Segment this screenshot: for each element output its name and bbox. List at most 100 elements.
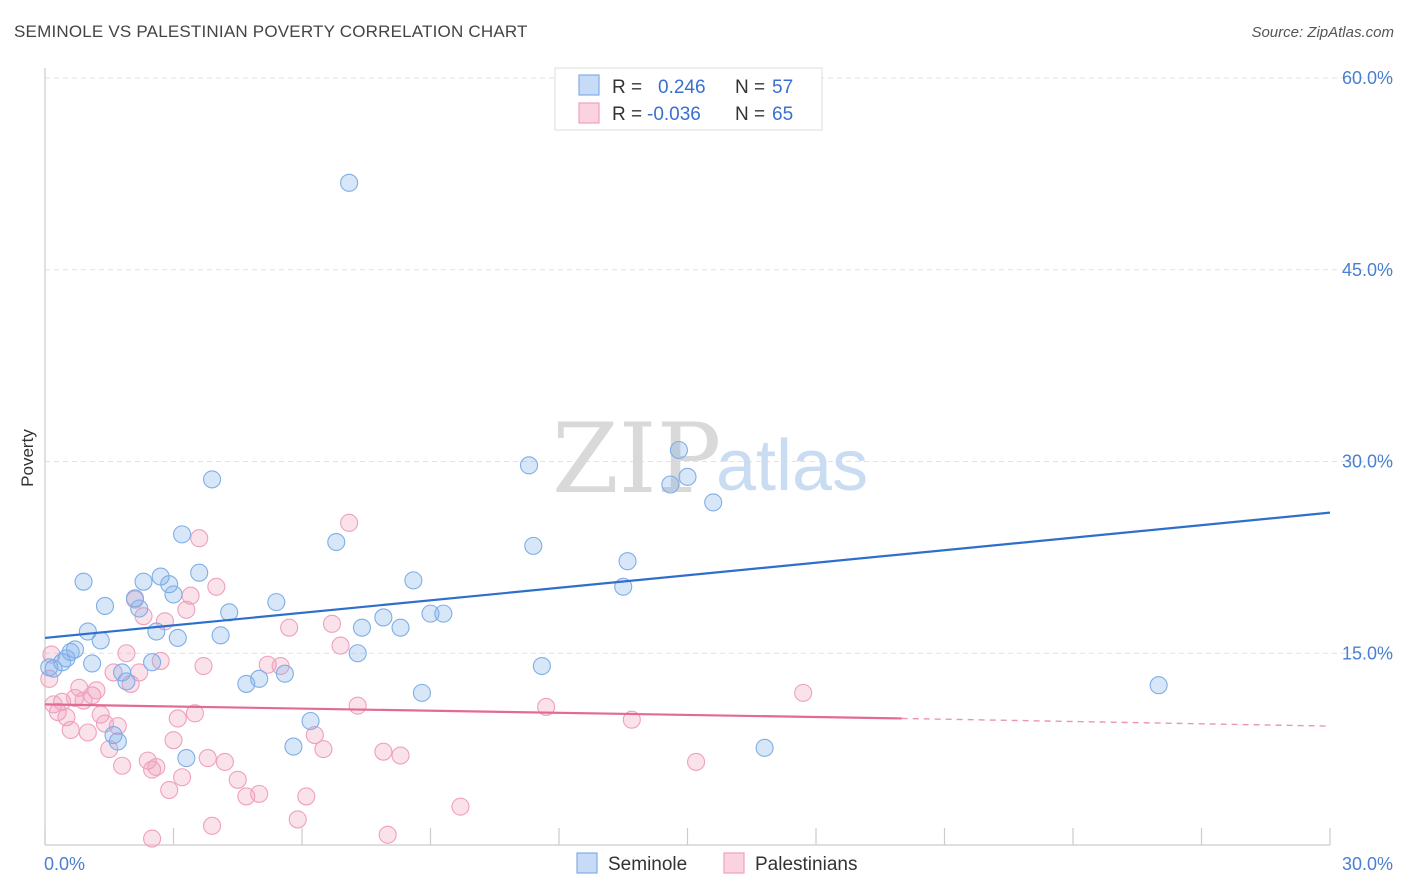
legend-n-label-2: N = xyxy=(735,104,765,125)
watermark-zip: ZIP xyxy=(552,403,721,515)
point-palestinians xyxy=(181,586,200,605)
bottom-legend-label-palestinians: Palestinians xyxy=(755,854,857,875)
point-seminole xyxy=(164,585,183,604)
point-seminole xyxy=(203,470,222,489)
legend-top: R = 0.246 N = 57 R = -0.036 N = 65 xyxy=(554,67,823,131)
watermark-atlas: atlas xyxy=(716,426,868,506)
point-seminole xyxy=(352,618,372,637)
point-seminole xyxy=(91,631,110,650)
point-palestinians xyxy=(794,683,813,702)
point-palestinians xyxy=(108,717,127,736)
point-palestinians xyxy=(374,742,393,761)
data-points xyxy=(40,173,1168,848)
point-seminole xyxy=(267,593,286,612)
x-tick-label-min: 0.0% xyxy=(44,854,85,874)
point-seminole xyxy=(190,563,209,582)
point-palestinians xyxy=(305,726,324,745)
trend-line-seminole xyxy=(44,511,1331,640)
chart-title: SEMINOLE VS PALESTINIAN POVERTY CORRELAT… xyxy=(14,22,528,41)
legend-r-label-2: R = xyxy=(612,104,642,125)
point-palestinians xyxy=(314,740,333,759)
point-seminole xyxy=(524,536,543,555)
point-palestinians xyxy=(378,825,397,844)
point-seminole xyxy=(275,664,294,683)
point-seminole xyxy=(40,658,59,677)
point-palestinians xyxy=(164,731,183,750)
point-palestinians xyxy=(687,752,706,771)
legend-swatch-seminole xyxy=(578,74,600,96)
y-tick-label: 30.0% xyxy=(1342,452,1393,472)
point-palestinians xyxy=(113,756,132,775)
point-palestinians xyxy=(147,757,166,777)
point-seminole xyxy=(374,608,393,627)
point-palestinians xyxy=(61,720,80,740)
legend-bottom: Seminole Palestinians xyxy=(576,852,857,875)
point-seminole xyxy=(74,572,93,591)
legend-n-value-2: 65 xyxy=(772,104,793,125)
point-palestinians xyxy=(203,816,222,835)
trend-line-palestinians xyxy=(44,703,902,720)
point-seminole xyxy=(391,618,410,637)
point-palestinians xyxy=(207,577,226,596)
point-palestinians xyxy=(78,723,97,742)
point-palestinians xyxy=(198,749,217,768)
point-palestinians xyxy=(173,768,192,787)
legend-n-value-1: 57 xyxy=(772,77,793,98)
legend-n-label-1: N = xyxy=(735,77,765,98)
point-palestinians xyxy=(331,636,350,655)
point-palestinians xyxy=(537,697,556,716)
point-seminole xyxy=(678,467,697,486)
point-palestinians xyxy=(258,655,277,674)
point-palestinians xyxy=(250,784,269,803)
point-seminole xyxy=(284,737,303,756)
point-seminole xyxy=(704,493,723,512)
point-seminole xyxy=(618,552,637,571)
watermark: ZIP atlas xyxy=(552,403,868,515)
point-seminole xyxy=(661,475,680,494)
y-tick-label: 15.0% xyxy=(1342,643,1393,663)
point-seminole xyxy=(412,683,431,702)
point-seminole xyxy=(301,711,320,731)
point-palestinians xyxy=(190,529,209,548)
point-palestinians xyxy=(117,644,136,663)
point-palestinians xyxy=(177,600,196,619)
point-palestinians xyxy=(143,829,162,848)
point-palestinians xyxy=(297,787,316,806)
y-tick-labels: 15.0% 30.0% 45.0% 60.0% xyxy=(1342,68,1393,663)
point-seminole xyxy=(519,456,539,475)
point-seminole xyxy=(160,575,179,594)
point-palestinians xyxy=(160,780,179,800)
point-seminole xyxy=(250,669,269,688)
legend-swatch-palestinians xyxy=(578,102,600,124)
point-palestinians xyxy=(194,656,213,676)
point-seminole xyxy=(340,173,359,192)
point-seminole xyxy=(327,532,346,552)
trend-line-extension-palestinians xyxy=(901,717,1331,727)
point-palestinians xyxy=(168,709,187,728)
point-palestinians xyxy=(87,681,106,700)
point-seminole xyxy=(125,589,144,608)
point-palestinians xyxy=(340,513,359,532)
point-seminole xyxy=(434,604,453,623)
grid-lines xyxy=(45,77,1392,654)
point-seminole xyxy=(95,596,115,616)
bottom-legend-swatch-palestinians xyxy=(723,852,745,874)
point-seminole xyxy=(404,571,423,590)
trend-lines xyxy=(44,511,1331,727)
y-tick-label: 60.0% xyxy=(1342,68,1393,88)
point-seminole xyxy=(143,653,162,672)
legend-r-label-1: R = xyxy=(612,77,642,98)
point-palestinians xyxy=(185,704,204,723)
point-seminole xyxy=(83,654,102,673)
point-palestinians xyxy=(228,770,247,789)
point-seminole xyxy=(130,599,149,618)
y-tick-label: 45.0% xyxy=(1342,260,1393,280)
point-palestinians xyxy=(348,696,367,715)
chart-source: Source: ZipAtlas.com xyxy=(1251,24,1394,41)
point-seminole xyxy=(78,622,97,641)
point-seminole xyxy=(421,604,440,623)
point-seminole xyxy=(117,672,136,691)
point-seminole xyxy=(1149,676,1168,695)
x-tick-labels: 0.0% 30.0% xyxy=(44,854,1393,874)
point-seminole xyxy=(108,732,127,751)
